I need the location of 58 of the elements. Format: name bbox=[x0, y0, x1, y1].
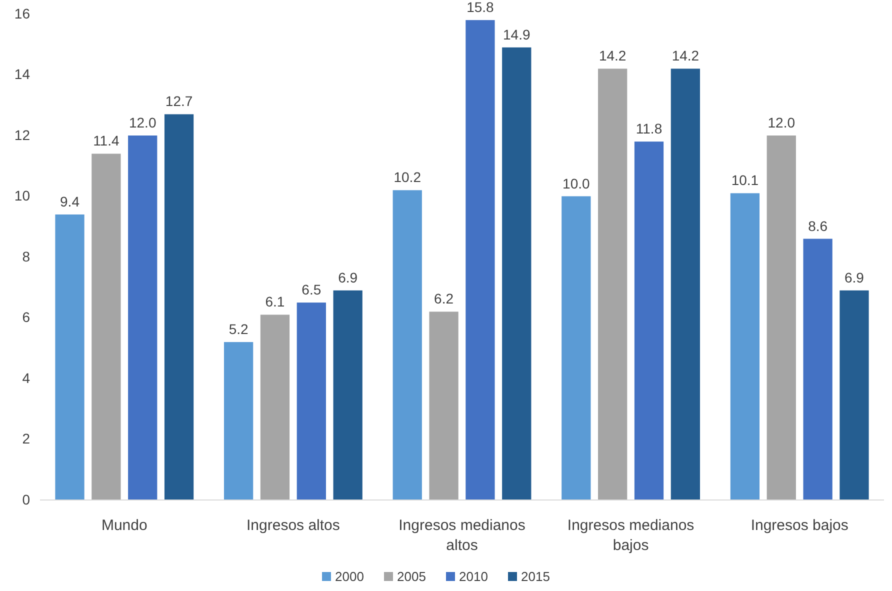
bar bbox=[840, 290, 869, 500]
y-tick-label: 16 bbox=[14, 5, 30, 22]
bar bbox=[634, 142, 664, 500]
data-label: 14.9 bbox=[503, 26, 530, 42]
bar bbox=[55, 214, 84, 500]
y-tick-label: 0 bbox=[22, 491, 30, 508]
data-label: 11.8 bbox=[636, 120, 662, 137]
y-tick-label: 4 bbox=[22, 370, 30, 386]
data-label: 12.0 bbox=[768, 114, 796, 130]
bar bbox=[128, 136, 158, 500]
y-tick-label: 14 bbox=[14, 66, 30, 82]
data-label: 14.2 bbox=[672, 48, 700, 64]
legend-label: 2000 bbox=[335, 569, 364, 584]
x-tick-label: Ingresos bajos bbox=[750, 517, 848, 534]
data-label: 10.2 bbox=[394, 169, 422, 186]
data-label: 10.0 bbox=[562, 175, 590, 192]
data-label: 12.0 bbox=[128, 114, 156, 130]
bar bbox=[803, 238, 832, 500]
bar bbox=[730, 193, 760, 500]
data-label: 6.9 bbox=[338, 269, 358, 286]
legend-label: 2005 bbox=[397, 569, 426, 584]
x-tick-label: Ingresos medianos bajos bbox=[567, 517, 694, 554]
y-tick-label: 10 bbox=[14, 188, 30, 204]
legend-label: 2015 bbox=[521, 569, 550, 584]
data-label: 14.2 bbox=[598, 48, 626, 64]
y-tick-label: 2 bbox=[22, 430, 30, 447]
bar bbox=[92, 154, 121, 500]
y-tick-label: 8 bbox=[22, 248, 30, 264]
bar bbox=[333, 290, 362, 500]
bar bbox=[429, 312, 458, 500]
data-label: 6.5 bbox=[302, 282, 322, 298]
y-tick-label: 6 bbox=[22, 309, 30, 326]
data-label: 5.2 bbox=[228, 321, 249, 338]
data-label: 6.9 bbox=[844, 269, 864, 286]
bar bbox=[562, 196, 591, 500]
data-label: 8.6 bbox=[808, 218, 828, 234]
bar bbox=[392, 190, 422, 500]
bar bbox=[670, 68, 700, 500]
bar bbox=[224, 342, 254, 500]
bar bbox=[502, 47, 532, 500]
data-label: 6.2 bbox=[434, 290, 454, 307]
bar bbox=[260, 314, 290, 500]
legend-label: 2010 bbox=[459, 569, 488, 584]
bar bbox=[766, 136, 796, 500]
data-label: 12.7 bbox=[165, 93, 193, 110]
bar bbox=[598, 68, 628, 500]
bar bbox=[164, 114, 194, 500]
x-tick-label: Ingresos medianos altos bbox=[398, 517, 526, 554]
y-tick-label: 12 bbox=[14, 126, 30, 143]
bar bbox=[296, 302, 326, 500]
x-tick-label: Mundo bbox=[101, 517, 148, 534]
x-tick-label: Ingresos altos bbox=[246, 517, 340, 534]
data-label: 10.1 bbox=[731, 172, 759, 188]
data-label: 9.4 bbox=[60, 193, 80, 210]
bar bbox=[466, 20, 495, 500]
data-label: 15.8 bbox=[466, 0, 494, 16]
data-label: 11.4 bbox=[93, 132, 120, 149]
data-label: 6.1 bbox=[265, 294, 285, 310]
